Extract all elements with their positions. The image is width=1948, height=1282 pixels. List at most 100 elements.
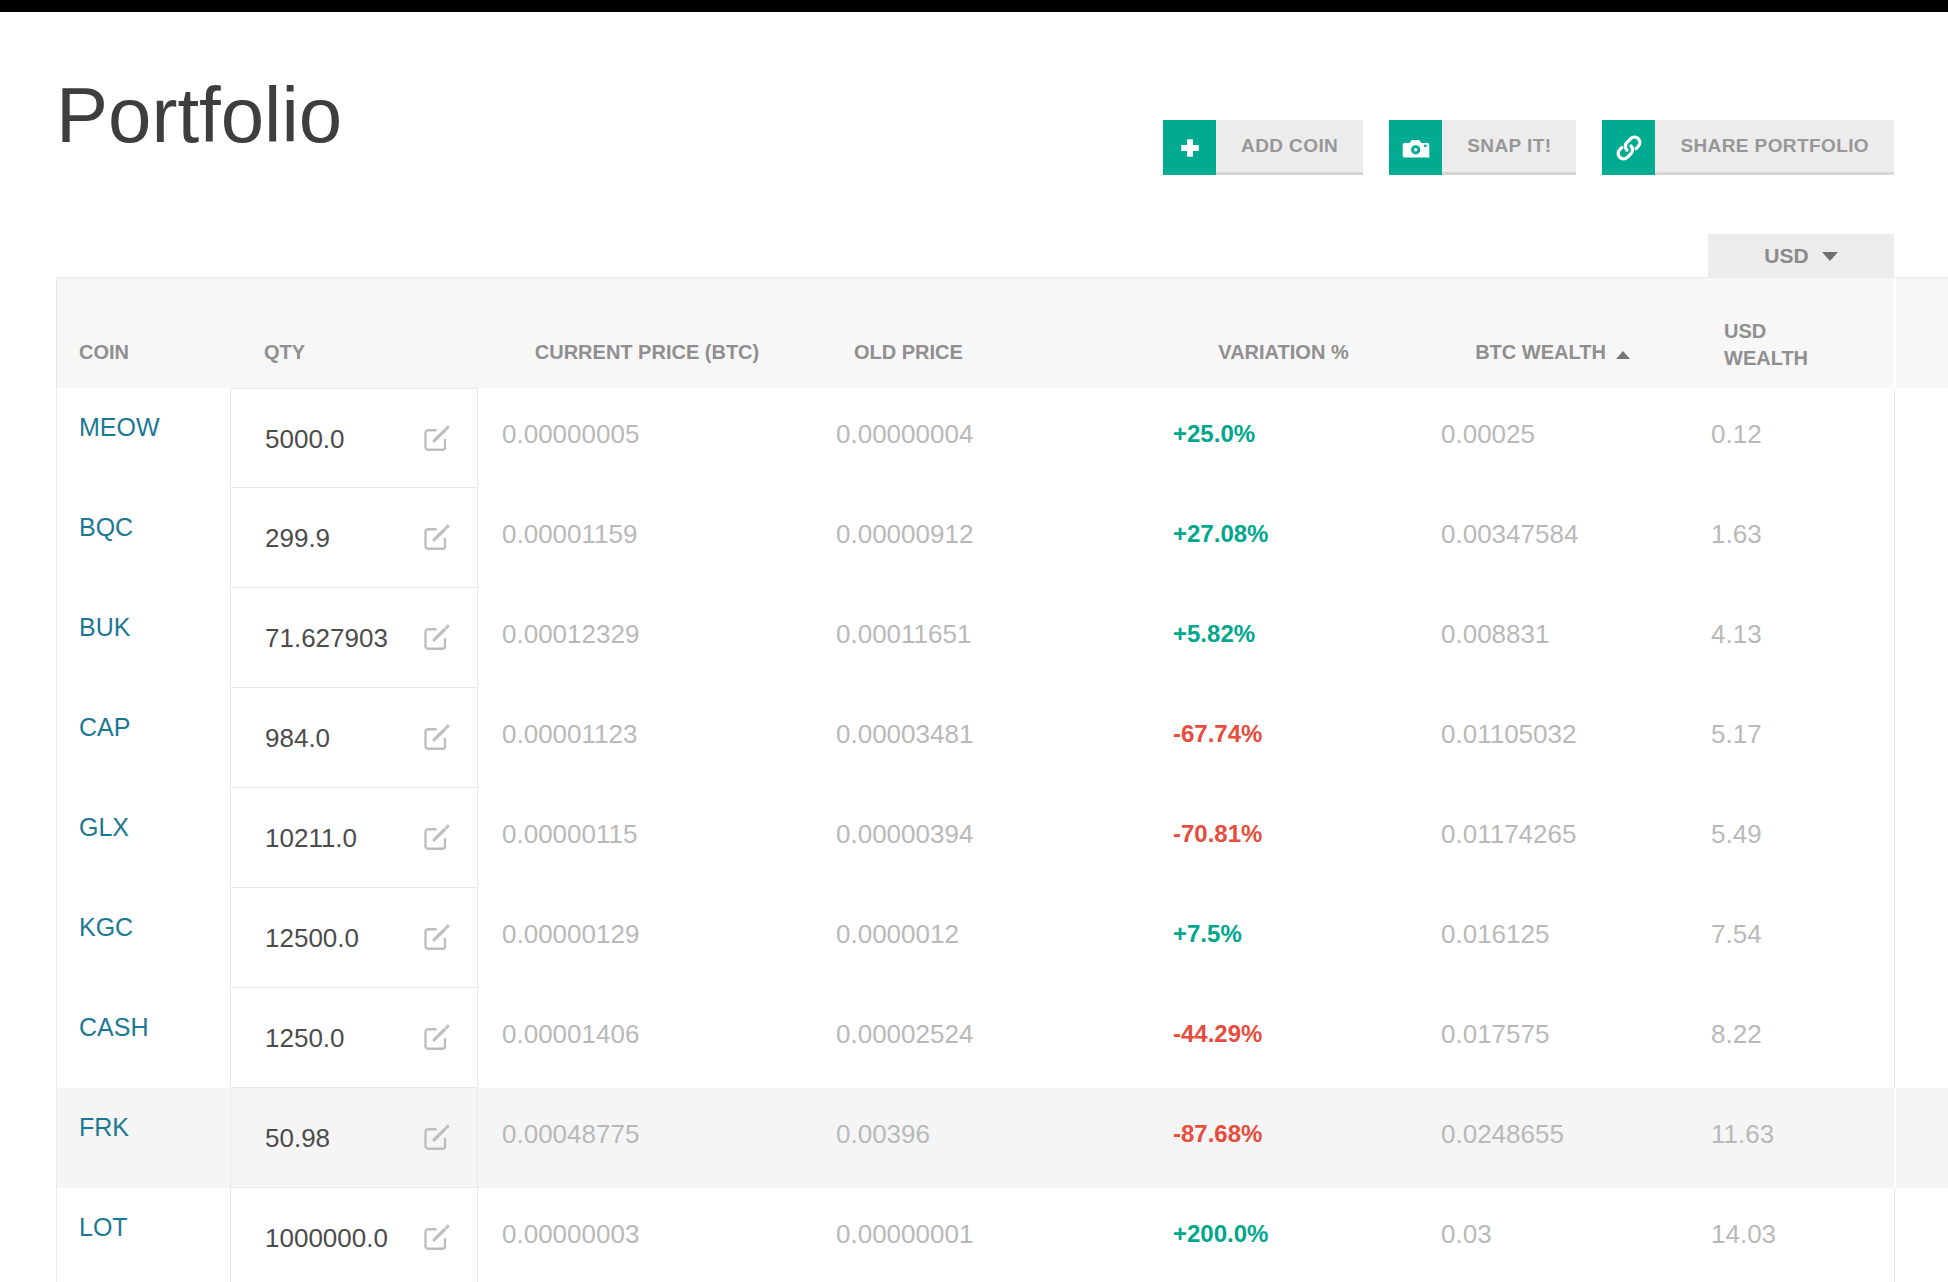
coin-link[interactable]: CASH	[79, 1013, 148, 1041]
qty-cell: 1000000.0	[230, 1188, 478, 1282]
table-header: COIN QTY CURRENT PRICE (BTC) OLD PRICE V…	[57, 278, 1948, 388]
coin-link[interactable]: GLX	[79, 813, 129, 841]
edit-qty-icon[interactable]	[421, 523, 451, 587]
qty-value: 71.627903	[265, 623, 388, 687]
current-price-cell: 0.00000115	[478, 788, 816, 888]
qty-cell: 12500.0	[230, 888, 478, 988]
column-header-old-price[interactable]: OLD PRICE	[816, 341, 1151, 388]
btc-wealth-cell: 0.00347584	[1416, 488, 1689, 588]
variation-value: +7.5%	[1173, 920, 1242, 947]
row-extra-cell	[1894, 388, 1948, 488]
btc-wealth-cell: 0.016125	[1416, 888, 1689, 988]
current-price-cell: 0.00048775	[478, 1088, 816, 1188]
old-price-cell: 0.00000912	[816, 488, 1151, 588]
usd-wealth-value: 7.54	[1711, 919, 1762, 949]
usd-wealth-cell: 1.63	[1689, 488, 1894, 588]
add-coin-button[interactable]: ADD COIN	[1163, 120, 1363, 175]
qty-value: 5000.0	[265, 424, 345, 487]
table-row: LOT 1000000.0 0.00000003 0.00000001 +200…	[57, 1188, 1948, 1282]
currency-dropdown[interactable]: USD	[1708, 234, 1894, 278]
old-price-value: 0.00003481	[836, 719, 973, 749]
old-price-cell: 0.00000004	[816, 388, 1151, 488]
coin-link[interactable]: BQC	[79, 513, 133, 541]
row-extra-cell	[1894, 988, 1948, 1088]
variation-cell: +5.82%	[1151, 588, 1416, 688]
usd-wealth-value: 1.63	[1711, 519, 1762, 549]
old-price-cell: 0.00003481	[816, 688, 1151, 788]
current-price-value: 0.00000129	[502, 919, 639, 949]
coin-link[interactable]: CAP	[79, 713, 130, 741]
variation-cell: +7.5%	[1151, 888, 1416, 988]
btc-wealth-value: 0.03	[1441, 1219, 1492, 1249]
current-price-value: 0.00012329	[502, 619, 639, 649]
row-extra-cell	[1894, 788, 1948, 888]
coin-link[interactable]: KGC	[79, 913, 133, 941]
variation-cell: +27.08%	[1151, 488, 1416, 588]
column-header-btc-wealth[interactable]: BTC WEALTH	[1416, 341, 1689, 388]
row-extra-cell	[1894, 1188, 1948, 1282]
usd-wealth-value: 14.03	[1711, 1219, 1776, 1249]
qty-cell: 5000.0	[230, 388, 478, 488]
usd-wealth-cell: 8.22	[1689, 988, 1894, 1088]
usd-wealth-cell: 5.17	[1689, 688, 1894, 788]
edit-qty-icon[interactable]	[421, 823, 451, 887]
edit-qty-icon[interactable]	[421, 424, 451, 487]
row-extra-cell	[1894, 488, 1948, 588]
current-price-value: 0.00001159	[502, 519, 637, 549]
currency-dropdown-value: USD	[1764, 244, 1808, 268]
table-row: GLX 10211.0 0.00000115 0.00000394 -70.81…	[57, 788, 1948, 888]
btc-wealth-value: 0.00347584	[1441, 519, 1578, 549]
qty-value: 299.9	[265, 523, 330, 587]
table-row: FRK 50.98 0.00048775 0.00396 -87.68% 0.0…	[57, 1088, 1948, 1188]
coin-link[interactable]: LOT	[79, 1213, 128, 1241]
variation-value: +5.82%	[1173, 620, 1255, 647]
qty-cell: 1250.0	[230, 988, 478, 1088]
column-header-variation[interactable]: VARIATION %	[1151, 341, 1416, 388]
old-price-value: 0.00000004	[836, 419, 973, 449]
current-price-value: 0.00000115	[502, 819, 637, 849]
column-header-extra	[1894, 278, 1948, 388]
column-header-coin[interactable]: COIN	[57, 341, 230, 388]
usd-wealth-cell: 11.63	[1689, 1088, 1894, 1188]
usd-wealth-value: 5.17	[1711, 719, 1762, 749]
column-header-qty[interactable]: QTY	[230, 341, 478, 388]
usd-wealth-value: 8.22	[1711, 1019, 1762, 1049]
table-row: CASH 1250.0 0.00001406 0.00002524 -44.29…	[57, 988, 1948, 1088]
btc-wealth-cell: 0.01105032	[1416, 688, 1689, 788]
current-price-value: 0.00048775	[502, 1119, 639, 1149]
coin-link[interactable]: FRK	[79, 1113, 129, 1141]
current-price-value: 0.00000005	[502, 419, 639, 449]
usd-wealth-value: 4.13	[1711, 619, 1762, 649]
table-row: CAP 984.0 0.00001123 0.00003481 -67.74% …	[57, 688, 1948, 788]
share-portfolio-button[interactable]: SHARE PORTFOLIO	[1602, 120, 1894, 175]
variation-cell: -67.74%	[1151, 688, 1416, 788]
page-header: Portfolio ADD COIN SNAP IT!	[56, 12, 1894, 277]
add-coin-label: ADD COIN	[1216, 120, 1363, 175]
column-header-usd-wealth[interactable]: USD WEALTH	[1689, 318, 1894, 388]
toolbar: ADD COIN SNAP IT!	[1163, 120, 1894, 175]
btc-wealth-cell: 0.008831	[1416, 588, 1689, 688]
qty-cell: 299.9	[230, 488, 478, 588]
edit-qty-icon[interactable]	[421, 1223, 451, 1282]
current-price-cell: 0.00001406	[478, 988, 816, 1088]
variation-value: -87.68%	[1173, 1120, 1262, 1147]
column-header-current-price[interactable]: CURRENT PRICE (BTC)	[478, 341, 816, 388]
edit-qty-icon[interactable]	[421, 723, 451, 787]
coin-link[interactable]: BUK	[79, 613, 130, 641]
camera-icon	[1389, 120, 1442, 175]
usd-wealth-cell: 4.13	[1689, 588, 1894, 688]
edit-qty-icon[interactable]	[421, 623, 451, 687]
snap-it-button[interactable]: SNAP IT!	[1389, 120, 1576, 175]
edit-qty-icon[interactable]	[421, 1123, 451, 1187]
edit-qty-icon[interactable]	[421, 923, 451, 987]
edit-qty-icon[interactable]	[421, 1023, 451, 1087]
variation-value: +27.08%	[1173, 520, 1268, 547]
current-price-cell: 0.00012329	[478, 588, 816, 688]
old-price-cell: 0.00011651	[816, 588, 1151, 688]
variation-value: -70.81%	[1173, 820, 1262, 847]
coin-link[interactable]: MEOW	[79, 413, 160, 441]
old-price-value: 0.00396	[836, 1119, 930, 1149]
variation-value: +200.0%	[1173, 1220, 1268, 1247]
variation-value: -44.29%	[1173, 1020, 1262, 1047]
current-price-cell: 0.00000129	[478, 888, 816, 988]
